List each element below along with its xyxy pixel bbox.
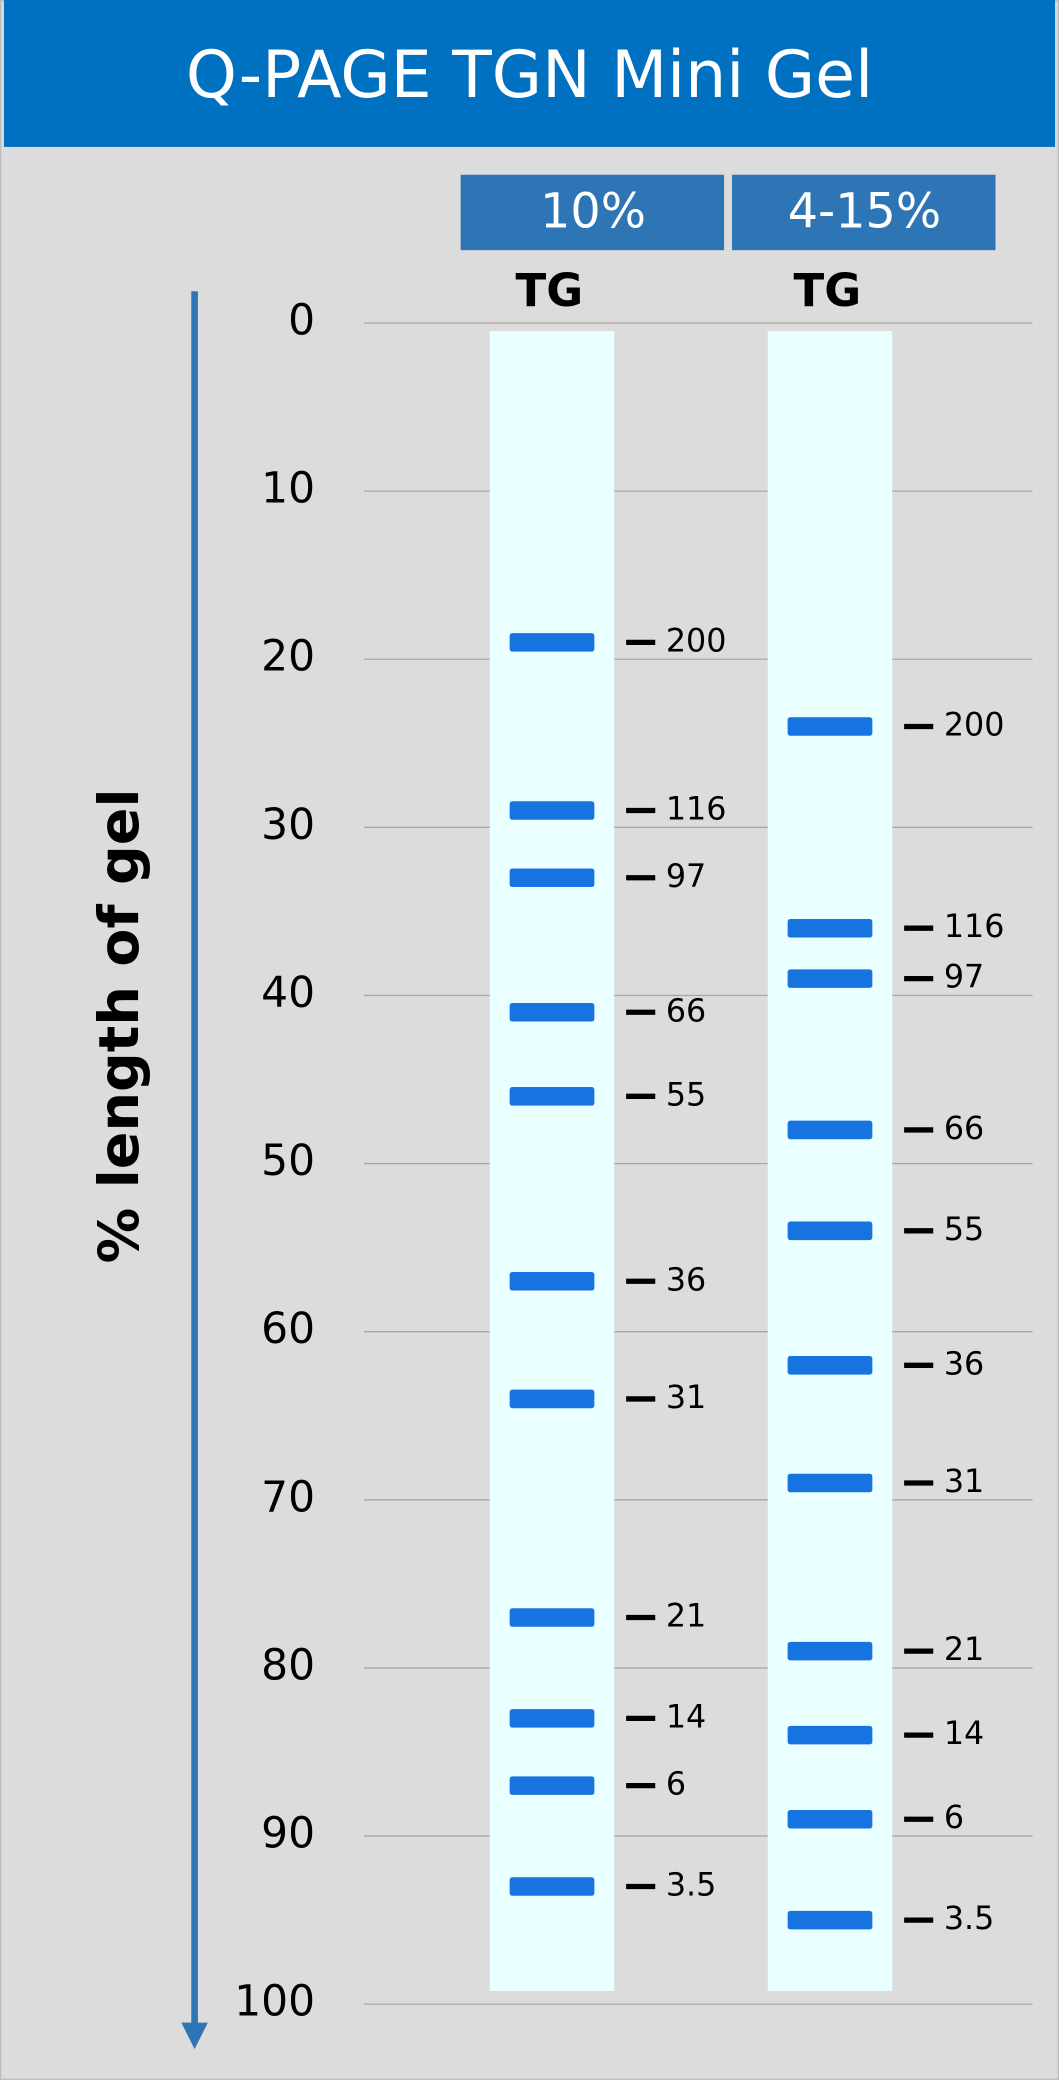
band xyxy=(787,1809,873,1829)
band xyxy=(787,1473,873,1493)
y-axis-label: % length of gel xyxy=(87,788,152,1263)
band-label: 66 xyxy=(944,1111,984,1147)
band-label: 97 xyxy=(666,859,706,895)
lane-header-box xyxy=(732,174,996,251)
band xyxy=(787,1120,873,1140)
lane xyxy=(489,330,615,1991)
band xyxy=(787,918,873,938)
band xyxy=(509,1271,595,1291)
y-tick-label: 0 xyxy=(288,295,315,344)
band-label: 6 xyxy=(944,1800,964,1836)
band xyxy=(509,868,595,888)
band-label: 116 xyxy=(944,909,1005,945)
lane-header-box xyxy=(460,174,725,251)
y-tick-label: 90 xyxy=(261,1809,315,1858)
band xyxy=(787,1356,873,1375)
lane-name: TG xyxy=(516,264,584,317)
title-bar xyxy=(3,0,1056,147)
band-label: 36 xyxy=(666,1262,706,1298)
band-label: 21 xyxy=(944,1632,984,1668)
band xyxy=(509,801,595,820)
band xyxy=(509,1389,595,1409)
y-tick-label: 80 xyxy=(261,1640,315,1689)
band-label: 3.5 xyxy=(666,1867,717,1903)
band-label: 55 xyxy=(666,1077,706,1113)
band-label: 116 xyxy=(666,792,727,828)
axis-arrowhead xyxy=(181,2022,208,2050)
chart-title: Q-PAGE TGN Mini Gel xyxy=(186,38,873,113)
y-tick-label: 100 xyxy=(234,1977,315,2026)
band xyxy=(787,1725,873,1745)
band xyxy=(787,969,873,988)
band xyxy=(509,1608,595,1627)
band-label: 200 xyxy=(944,707,1005,743)
band-label: 36 xyxy=(944,1346,984,1382)
grid: 0 10 20 30 40 50 60 70 80 90 100 xyxy=(234,295,1033,2026)
band xyxy=(509,1087,595,1106)
band-label: 66 xyxy=(666,993,706,1029)
lane-name: TG xyxy=(794,264,862,317)
band-label: 31 xyxy=(666,1380,706,1416)
plot: 10% TG 200 116 97 66 55 36 31 21 14 6 3.5 4-15% TG 200 1… xyxy=(460,174,1005,1991)
y-tick-label: 20 xyxy=(261,632,315,681)
band-label: 31 xyxy=(944,1464,984,1500)
band-label: 6 xyxy=(666,1767,686,1803)
y-tick-label: 50 xyxy=(261,1136,315,1185)
band xyxy=(787,1221,873,1241)
y-tick-label: 70 xyxy=(261,1472,315,1521)
lane xyxy=(767,330,893,1991)
band-label: 14 xyxy=(666,1699,706,1735)
y-tick-label: 10 xyxy=(261,464,315,513)
band xyxy=(509,1776,595,1795)
band-label: 200 xyxy=(666,623,727,659)
band xyxy=(509,1709,595,1728)
lane-header: 10% xyxy=(540,184,646,239)
y-tick-label: 30 xyxy=(261,800,315,849)
band-label: 21 xyxy=(666,1598,706,1634)
band-label: 55 xyxy=(944,1212,984,1248)
band xyxy=(509,1003,595,1022)
band xyxy=(509,1877,595,1896)
band xyxy=(787,1910,873,1930)
y-tick-label: 40 xyxy=(261,968,315,1017)
band-label: 14 xyxy=(944,1716,984,1752)
band xyxy=(787,1641,873,1661)
band xyxy=(787,717,873,736)
band-label: 3.5 xyxy=(944,1901,995,1937)
band-label: 97 xyxy=(944,960,984,996)
y-tick-label: 60 xyxy=(261,1304,315,1353)
lane-header: 4-15% xyxy=(788,184,941,239)
band xyxy=(509,633,595,652)
